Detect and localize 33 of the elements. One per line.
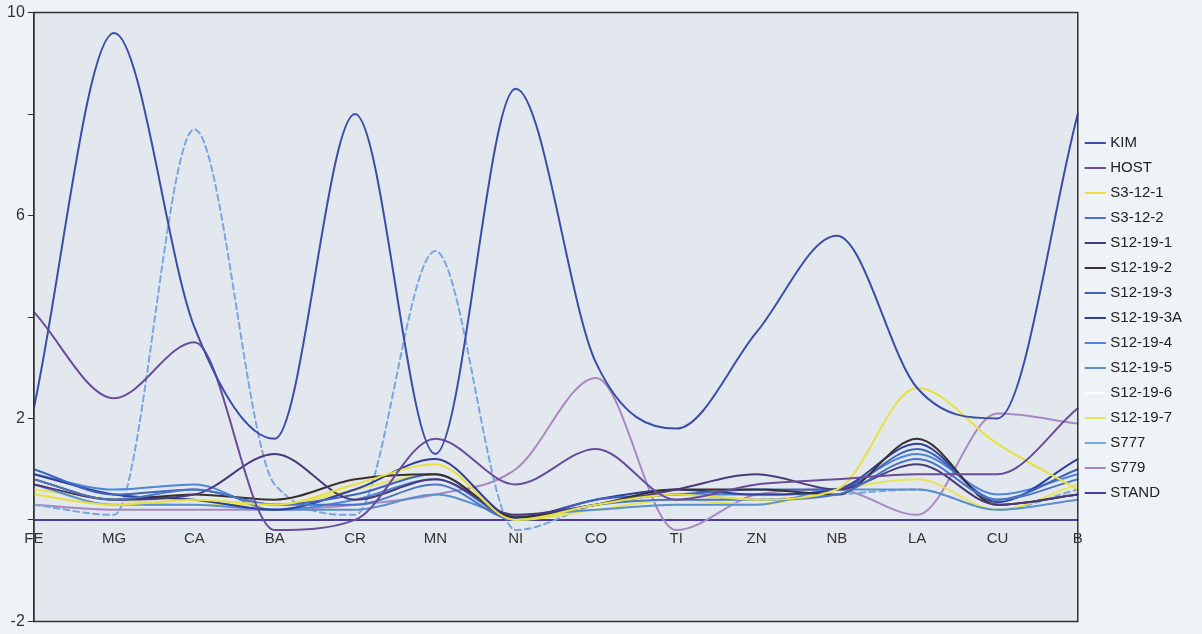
legend-label: S12-19-1 [1110, 233, 1173, 251]
y-tick-label: 2 [15, 408, 25, 426]
x-tick-label: NB [826, 529, 848, 547]
x-tick-label: MN [423, 529, 447, 547]
x-tick-label: CO [584, 529, 608, 547]
x-tick-label: NI [508, 529, 524, 547]
x-tick-label: TI [669, 529, 683, 547]
x-tick-label: CU [986, 529, 1009, 547]
legend-label: S12-19-7 [1110, 408, 1173, 426]
legend-label: S3-12-2 [1110, 208, 1164, 226]
x-tick-label: CA [183, 529, 205, 547]
legend-label: S3-12-1 [1110, 183, 1164, 201]
x-tick-label: BA [264, 529, 285, 547]
legend-label: S12-19-5 [1110, 358, 1173, 376]
legend-label: S12-19-6 [1110, 383, 1173, 401]
y-tick-label: 6 [15, 205, 25, 223]
legend-label: HOST [1110, 158, 1152, 176]
legend-label: S12-19-3A [1110, 308, 1183, 326]
legend-label: S777 [1110, 433, 1146, 451]
x-tick-label: CR [344, 529, 367, 547]
y-tick-label: -2 [10, 611, 25, 629]
x-tick-label: MG [102, 529, 127, 547]
legend-label: STAND [1110, 483, 1161, 501]
y-tick-label: 10 [7, 3, 25, 21]
legend-label: S779 [1110, 458, 1146, 476]
line-series [32, 310, 1079, 532]
x-tick-label: ZN [746, 529, 767, 547]
legend-label: S12-19-3 [1110, 283, 1173, 301]
legend-label: S12-19-4 [1110, 333, 1173, 351]
legend-label: S12-19-2 [1110, 258, 1173, 276]
legend-label: KIM [1110, 133, 1137, 151]
x-tick-label: LA [907, 529, 927, 547]
line-series [32, 31, 1079, 455]
